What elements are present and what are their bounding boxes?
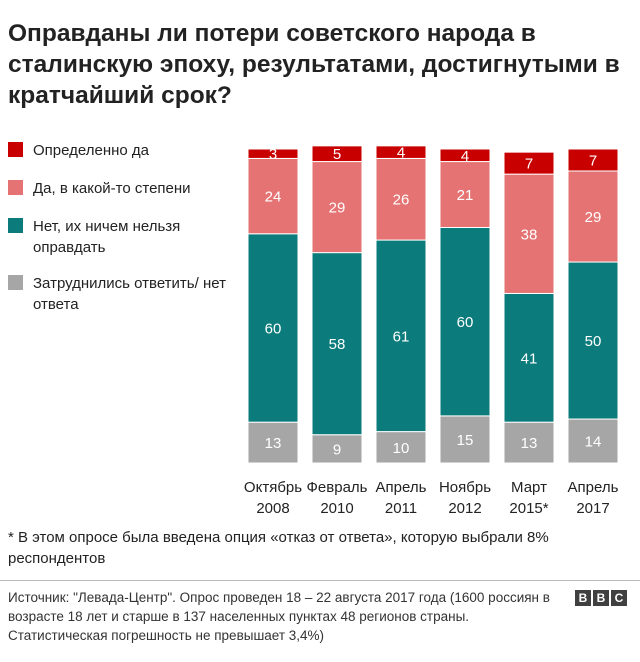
data-label: 13 bbox=[265, 435, 282, 452]
data-label: 14 bbox=[585, 434, 602, 451]
bar-segment bbox=[503, 173, 555, 294]
bar-segment bbox=[247, 421, 299, 464]
category-label: 2012 bbox=[448, 500, 481, 517]
data-label: 50 bbox=[585, 333, 602, 350]
chart-title: Оправданы ли потери советского народа в … bbox=[8, 20, 620, 109]
bar-segment bbox=[247, 233, 299, 423]
category-label: Март bbox=[511, 479, 547, 496]
bbc-logo: B B C bbox=[575, 590, 627, 606]
bar-segment bbox=[311, 252, 363, 436]
data-label: 58 bbox=[329, 336, 346, 353]
legend-swatch bbox=[8, 180, 23, 195]
category-label: 2010 bbox=[320, 500, 353, 517]
data-label: 4 bbox=[461, 148, 469, 165]
bar-segment bbox=[247, 148, 299, 159]
data-label: 9 bbox=[333, 441, 341, 458]
category-label: Октябрь bbox=[244, 479, 302, 496]
bar-segment bbox=[503, 292, 555, 423]
bar-segment bbox=[375, 157, 427, 241]
bar-segment bbox=[375, 239, 427, 433]
category-label: 2008 bbox=[256, 500, 289, 517]
bar-segment bbox=[439, 161, 491, 228]
logo-letter: B bbox=[575, 590, 591, 606]
legend-swatch bbox=[8, 275, 23, 290]
logo-letter: C bbox=[611, 590, 627, 606]
bar-segment bbox=[311, 145, 363, 163]
bar-segment bbox=[439, 227, 491, 417]
data-label: 38 bbox=[521, 226, 538, 243]
data-label: 26 bbox=[393, 192, 410, 209]
data-label: 4 bbox=[397, 145, 405, 162]
bar-segment bbox=[439, 148, 491, 163]
legend-label: Да, в какой-то степени bbox=[33, 180, 191, 197]
divider bbox=[0, 580, 640, 581]
bar-segment bbox=[503, 421, 555, 464]
legend-label: Определенно да bbox=[33, 142, 150, 159]
bar-segment bbox=[375, 145, 427, 159]
bar-segment bbox=[503, 151, 555, 175]
legend-item-to-some-degree: Да, в какой-то степени bbox=[8, 178, 233, 199]
bar-segment bbox=[567, 261, 619, 420]
bar-segment bbox=[567, 170, 619, 263]
legend-label: Нет, их ничем нельзя оправдать bbox=[33, 218, 181, 256]
bar-segment bbox=[567, 148, 619, 172]
legend-label: Затруднились ответить/ нет ответа bbox=[33, 275, 226, 313]
data-label: 24 bbox=[265, 189, 282, 206]
data-label: 41 bbox=[521, 350, 538, 367]
legend-swatch bbox=[8, 142, 23, 157]
bar-segment bbox=[567, 418, 619, 464]
category-label: Апрель bbox=[376, 479, 427, 496]
data-label: 29 bbox=[329, 200, 346, 217]
data-label: 10 bbox=[393, 440, 410, 457]
footnote: * В этом опросе была введена опция «отка… bbox=[8, 529, 549, 567]
bar-segment bbox=[439, 415, 491, 464]
data-label: 3 bbox=[269, 146, 277, 163]
data-label: 60 bbox=[457, 314, 474, 331]
source-note: Источник: "Левада-Центр". Опрос проведен… bbox=[8, 590, 550, 643]
data-label: 60 bbox=[265, 320, 282, 337]
data-label: 13 bbox=[521, 435, 538, 452]
legend-item-cannot-be-justified: Нет, их ничем нельзя оправдать bbox=[8, 216, 233, 258]
category-label: Ноябрь bbox=[439, 479, 491, 496]
category-label: Апрель bbox=[568, 479, 619, 496]
stacked-bar-chart: 13 60 24 3 Октябрь 2008 9 58 29 5 Февраль 2010 10 61 2… bbox=[244, 145, 619, 517]
bar-segment bbox=[311, 161, 363, 254]
category-label: 2017 bbox=[576, 500, 609, 517]
category-label: 2011 bbox=[385, 500, 417, 517]
legend-swatch bbox=[8, 218, 23, 233]
legend-item-definitely-yes: Определенно да bbox=[8, 140, 233, 161]
logo-letter: B bbox=[593, 590, 609, 606]
data-label: 7 bbox=[589, 152, 597, 169]
data-label: 15 bbox=[457, 432, 474, 449]
data-label: 29 bbox=[585, 209, 602, 226]
category-label: Февраль bbox=[307, 479, 368, 496]
bar-segment bbox=[247, 157, 299, 235]
data-label: 61 bbox=[393, 328, 410, 345]
data-label: 5 bbox=[333, 146, 341, 163]
data-label: 21 bbox=[457, 187, 474, 204]
bar-segment bbox=[311, 434, 363, 464]
data-label: 7 bbox=[525, 156, 533, 173]
legend-item-no-answer: Затруднились ответить/ нет ответа bbox=[8, 273, 233, 315]
category-label: 2015* bbox=[509, 500, 548, 517]
